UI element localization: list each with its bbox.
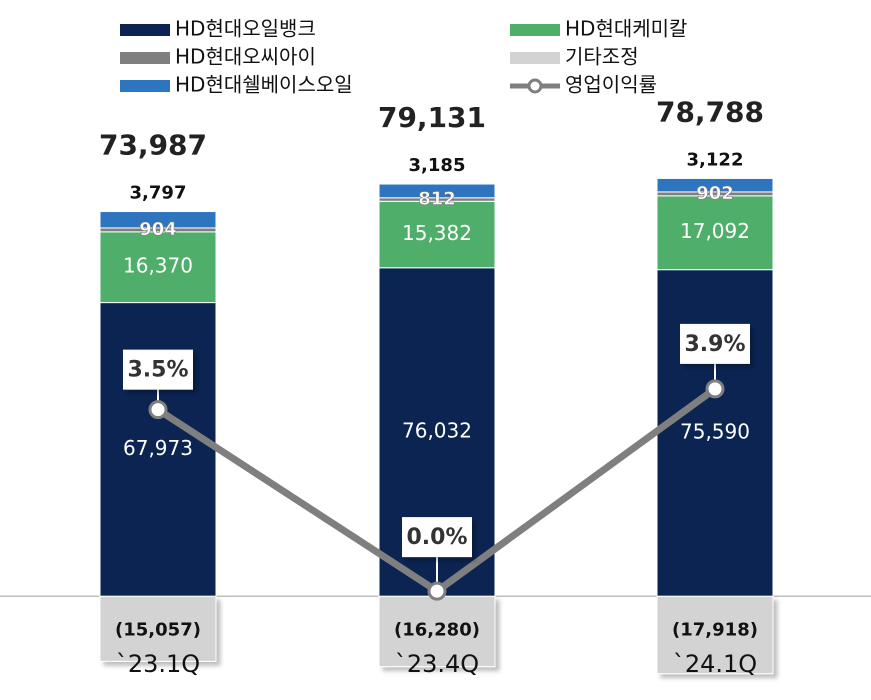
label-box <box>123 349 193 390</box>
line-label: 0.0% <box>406 525 467 550</box>
data-label: 3,797 <box>130 183 187 204</box>
data-label: 3,122 <box>687 149 744 170</box>
legend-swatch <box>120 52 170 64</box>
legend-swatch <box>120 24 170 36</box>
bar-segment <box>99 595 217 662</box>
bar-segment <box>378 200 496 269</box>
legend-marker <box>527 78 543 94</box>
data-label: 3,185 <box>409 155 466 176</box>
x-tick-label: `23.1Q <box>116 650 200 678</box>
legend-label: 기타조정 <box>565 45 639 69</box>
total-label: 78,788 <box>656 95 764 128</box>
label-box <box>402 517 472 558</box>
bar-segment <box>99 211 217 229</box>
data-label: 812 <box>418 189 456 210</box>
legend-swatch <box>510 52 560 64</box>
legend-swatch <box>510 24 560 36</box>
bar-segment <box>656 195 774 271</box>
line-marker <box>705 379 725 399</box>
data-label: (15,057) <box>115 619 201 640</box>
data-label: 902 <box>696 183 734 204</box>
bar-segment <box>656 595 774 675</box>
total-label: 73,987 <box>99 129 207 162</box>
data-label: 75,590 <box>680 419 750 443</box>
data-label: 16,370 <box>123 254 193 278</box>
bar-segment <box>378 183 496 199</box>
x-tick-label: `24.1Q <box>673 650 757 678</box>
total-label: 79,131 <box>378 101 486 134</box>
data-label: 904 <box>139 219 177 240</box>
legend-label: 영업이익률 <box>565 73 657 97</box>
x-tick-label: `23.4Q <box>395 650 479 678</box>
line-marker <box>427 581 447 601</box>
label-box <box>680 323 750 364</box>
legend-label: HD현대쉘베이스오일 <box>175 73 353 97</box>
data-label: (16,280) <box>394 619 480 640</box>
legend-label: HD현대오씨아이 <box>175 45 316 69</box>
line-label: 3.9% <box>684 332 745 357</box>
legend-label: HD현대케미칼 <box>565 17 687 41</box>
bar-segment <box>656 177 774 193</box>
data-label: 76,032 <box>402 419 472 443</box>
data-label: 15,382 <box>402 221 472 245</box>
bar-segment <box>378 595 496 668</box>
data-label: 67,973 <box>123 436 193 460</box>
line-label: 3.5% <box>127 358 188 383</box>
data-label: (17,918) <box>672 619 758 640</box>
legend-swatch <box>120 80 170 92</box>
legend-label: HD현대오일뱅크 <box>175 17 316 41</box>
line-marker <box>148 400 168 420</box>
data-label: 17,092 <box>680 219 750 243</box>
